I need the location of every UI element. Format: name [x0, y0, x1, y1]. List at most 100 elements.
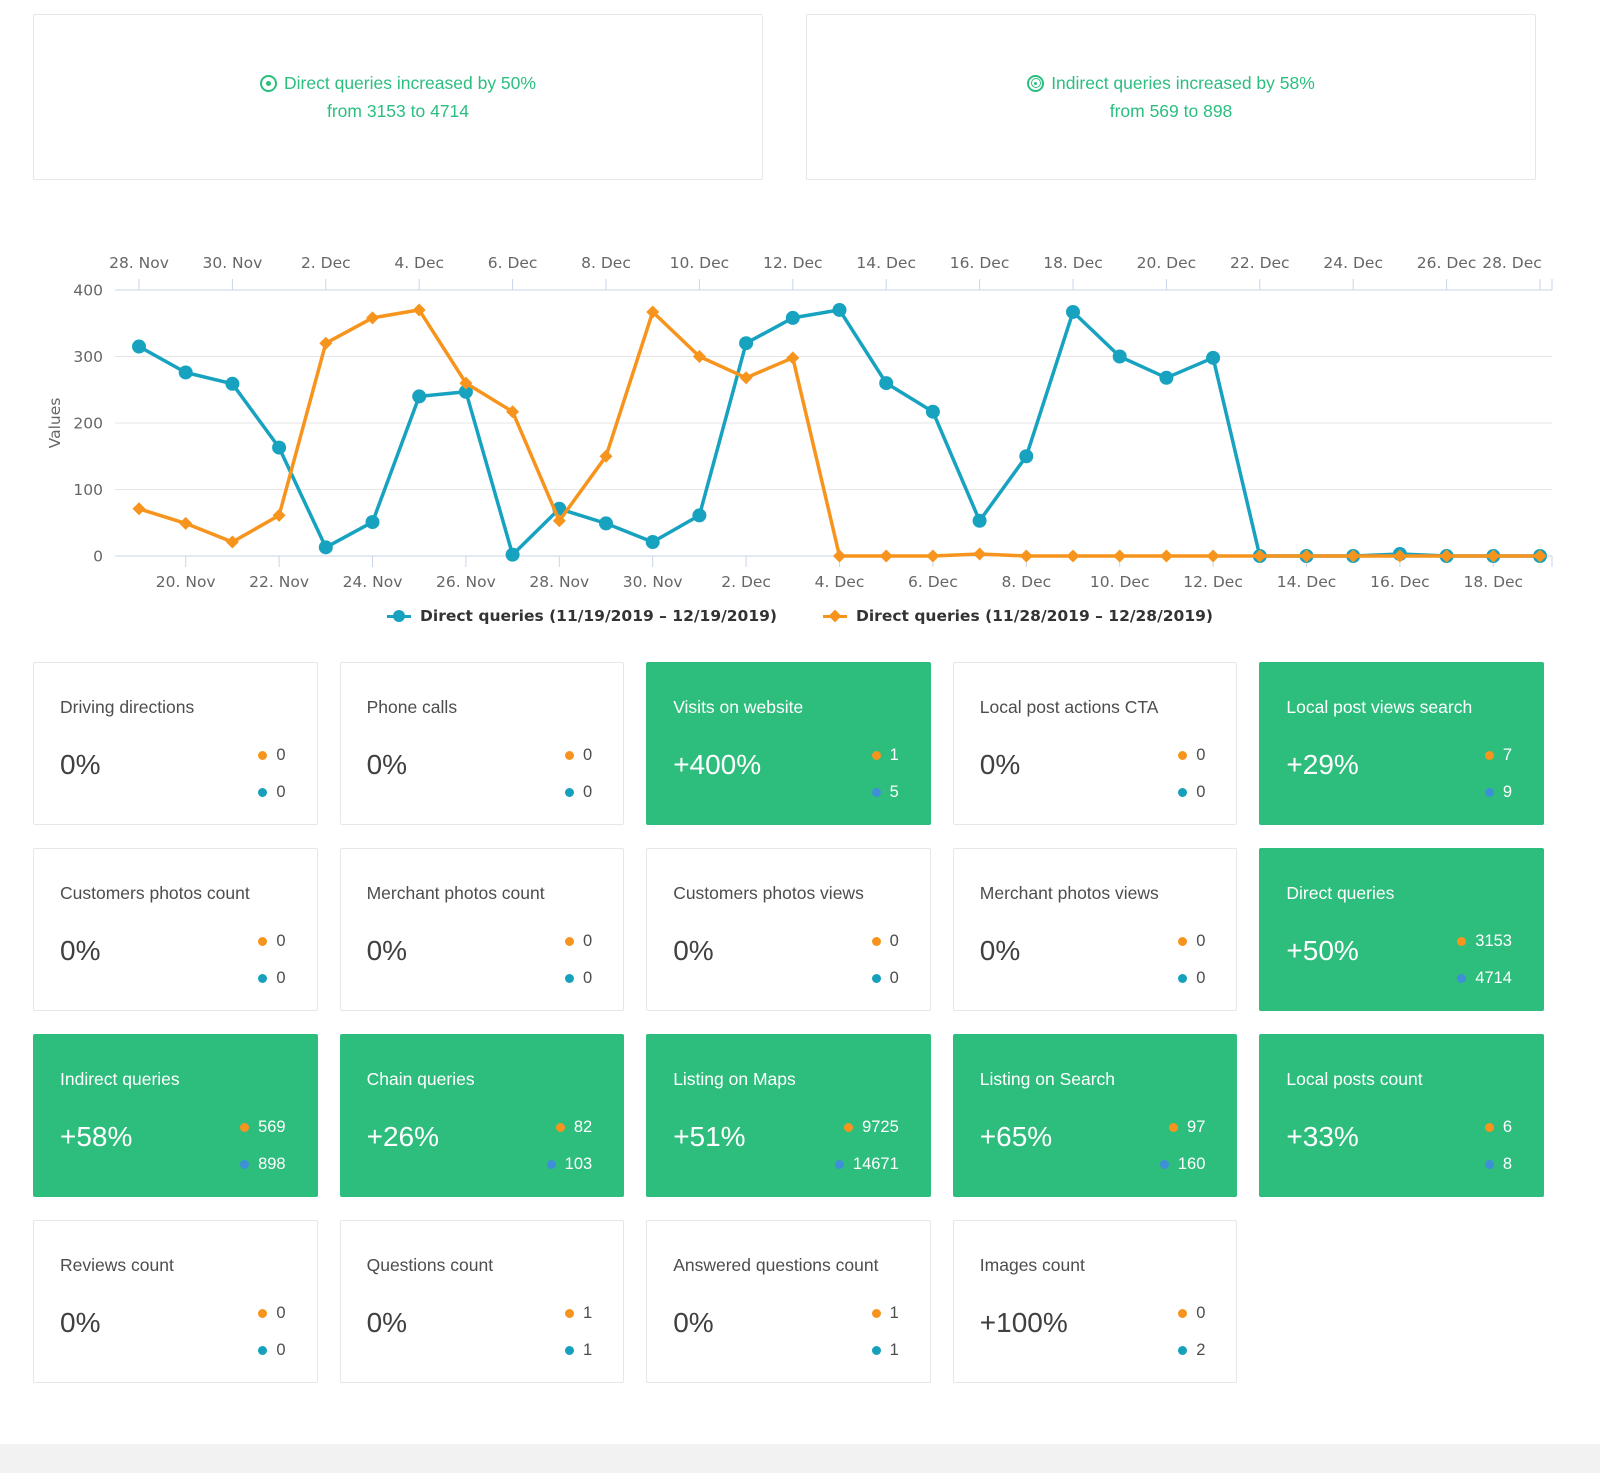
metric-percent-change: 0%	[979, 749, 1021, 780]
new-period-dot-icon	[1178, 973, 1188, 983]
metric-card-listing-on-maps: Listing on Maps +51% 9725 14671	[646, 1034, 931, 1197]
svg-text:200: 200	[73, 415, 103, 433]
legend-item-current-period[interactable]: Direct queries (11/19/2019 – 12/19/2019)	[387, 607, 777, 625]
svg-text:18. Dec: 18. Dec	[1464, 573, 1524, 591]
summary-range-text: from 3153 to 4714	[326, 101, 470, 121]
new-period-dot-icon	[1178, 787, 1188, 797]
metric-old-value: 0	[276, 931, 286, 950]
svg-text:100: 100	[73, 481, 103, 499]
metric-new-period-row: 0	[258, 1341, 286, 1359]
old-period-dot-icon	[871, 750, 881, 760]
summary-subline: from 3153 to 4714	[327, 101, 469, 121]
summary-text: Direct queries increased by 50%	[284, 73, 536, 93]
summary-text: Indirect queries increased by 58%	[1051, 73, 1315, 93]
metric-title: Reviews count	[60, 1255, 174, 1275]
new-period-dot-icon	[1178, 1345, 1188, 1355]
old-period-dot-icon	[1178, 1308, 1188, 1318]
summary-row: Direct queries increased by 50% from 315…	[33, 14, 1600, 180]
metric-percent-change: 0%	[366, 935, 408, 966]
metric-card-local-post-views-search: Local post views search +29% 7 9	[1259, 662, 1544, 825]
chart-legend: Direct queries (11/19/2019 – 12/19/2019)…	[0, 602, 1600, 630]
new-period-dot-icon	[1484, 1159, 1494, 1169]
metric-card-visits-on-website: Visits on website +400% 1 5	[646, 662, 931, 825]
metric-new-period-row: 0	[1178, 969, 1205, 987]
old-period-dot-icon	[844, 1122, 854, 1132]
svg-text:14. Dec: 14. Dec	[856, 254, 916, 272]
metric-title: Customers photos views	[673, 883, 864, 903]
svg-text:28. Nov: 28. Nov	[109, 254, 169, 272]
metric-card-reviews-count: Reviews count 0% 0 0	[33, 1220, 318, 1383]
metric-title: Direct queries	[1286, 883, 1395, 903]
metric-title: Chain queries	[366, 1069, 475, 1089]
metric-card-local-post-actions-cta: Local post actions CTA 0% 0 0	[952, 662, 1238, 825]
old-period-dot-icon	[1484, 750, 1494, 760]
old-period-dot-icon	[1178, 750, 1188, 760]
svg-text:28. Nov: 28. Nov	[529, 573, 589, 591]
old-period-dot-icon	[258, 750, 268, 760]
metric-title: Phone calls	[366, 697, 458, 717]
metric-old-value: 0	[889, 931, 899, 950]
metric-percent-change: 0%	[366, 749, 408, 780]
metric-new-period-row: 898	[240, 1155, 286, 1173]
svg-text:30. Nov: 30. Nov	[202, 254, 262, 272]
metric-new-value: 0	[1196, 782, 1206, 801]
svg-text:24. Nov: 24. Nov	[343, 573, 403, 591]
series-previous[interactable]	[132, 303, 1547, 563]
metric-old-period-row: 6	[1484, 1118, 1512, 1136]
summary-headline: Indirect queries increased by 58%	[1027, 73, 1315, 93]
metric-old-period-row: 0	[565, 932, 592, 950]
svg-text:16. Dec: 16. Dec	[1370, 573, 1430, 591]
metric-old-period-row: 0	[1178, 1304, 1205, 1322]
metric-old-value: 1	[889, 1303, 899, 1322]
metric-new-period-row: 14671	[834, 1155, 899, 1173]
metric-new-period-row: 1	[565, 1341, 592, 1359]
metric-new-period-row: 2	[1178, 1341, 1205, 1359]
svg-text:20. Nov: 20. Nov	[156, 573, 216, 591]
old-period-dot-icon	[1169, 1122, 1179, 1132]
old-period-dot-icon	[258, 936, 268, 946]
metric-percent-change: 0%	[979, 935, 1021, 966]
metric-new-value: 0	[583, 782, 593, 801]
metric-old-value: 0	[1196, 1303, 1206, 1322]
metric-card-merchant-photos-views: Merchant photos views 0% 0 0	[952, 848, 1238, 1011]
legend-item-previous-period[interactable]: Direct queries (11/28/2019 – 12/28/2019)	[823, 607, 1213, 625]
old-period-dot-icon	[871, 1308, 881, 1318]
new-period-dot-icon	[871, 1345, 881, 1355]
metric-old-period-row: 0	[258, 1304, 286, 1322]
comparison-line-chart: 28. Nov 30. Nov 2. Dec 4. Dec 6. Dec 8. Dec 10…	[0, 230, 1600, 630]
summary-card-direct-queries: Direct queries increased by 50% from 315…	[33, 14, 763, 180]
metric-card-customers-photos-views: Customers photos views 0% 0 0	[646, 848, 931, 1011]
series-current[interactable]	[132, 302, 1547, 563]
metric-percent-change: 0%	[60, 1307, 101, 1338]
metric-new-value: 160	[1177, 1154, 1206, 1173]
metric-old-value: 9725	[862, 1117, 899, 1136]
metric-new-period-row: 9	[1484, 783, 1512, 801]
metric-card-local-posts-count: Local posts count +33% 6 8	[1259, 1034, 1544, 1197]
old-period-dot-icon	[1178, 936, 1188, 946]
metric-old-value: 0	[583, 745, 593, 764]
metric-title: Merchant photos views	[979, 883, 1159, 903]
metric-title: Answered questions count	[673, 1255, 879, 1275]
svg-text:22. Dec: 22. Dec	[1230, 254, 1290, 272]
target-rings-icon	[1027, 74, 1045, 92]
new-period-dot-icon	[871, 787, 881, 797]
metric-title: Images count	[979, 1255, 1085, 1275]
svg-text:28. Dec: 28. Dec	[1482, 254, 1542, 272]
metric-old-value: 7	[1502, 745, 1512, 764]
metric-percent-change: 0%	[60, 749, 101, 780]
svg-text:8. Dec: 8. Dec	[581, 254, 631, 272]
svg-text:30. Nov: 30. Nov	[623, 573, 683, 591]
metric-old-value: 0	[1196, 931, 1206, 950]
metric-percent-change: +400%	[673, 749, 762, 780]
svg-text:14. Dec: 14. Dec	[1277, 573, 1337, 591]
new-period-dot-icon	[871, 973, 881, 983]
metric-old-period-row: 1	[871, 1303, 899, 1322]
old-period-dot-icon	[1484, 1122, 1494, 1132]
new-period-dot-icon	[565, 1345, 574, 1355]
svg-text:6. Dec: 6. Dec	[908, 573, 958, 591]
metric-old-value: 1	[583, 1303, 593, 1322]
new-period-dot-icon	[565, 973, 574, 983]
svg-text:22. Nov: 22. Nov	[249, 573, 309, 591]
metric-title: Indirect queries	[60, 1069, 180, 1089]
chart-canvas[interactable]: 28. Nov 30. Nov 2. Dec 4. Dec 6. Dec 8. Dec 10…	[0, 230, 1600, 595]
